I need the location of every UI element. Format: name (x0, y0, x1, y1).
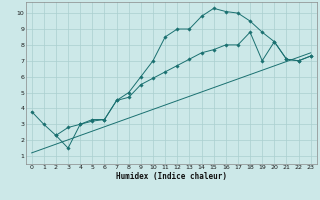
X-axis label: Humidex (Indice chaleur): Humidex (Indice chaleur) (116, 172, 227, 181)
